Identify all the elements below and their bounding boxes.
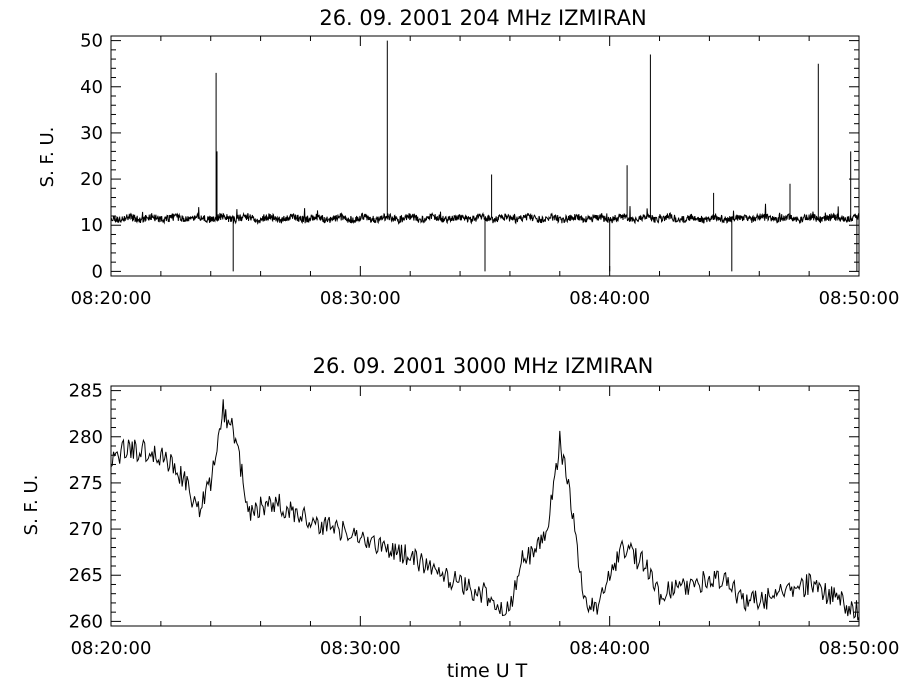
y-tick-label: 275	[69, 473, 103, 494]
x-tick-label: 08:20:00	[71, 288, 152, 309]
y-tick-label: 260	[69, 611, 103, 632]
x-tick-label: 08:30:00	[320, 288, 401, 309]
y-tick-label: 285	[69, 381, 103, 402]
chart-title: 26. 09. 2001 3000 MHz IZMIRAN	[313, 354, 654, 378]
chart-3000mhz: 26. 09. 2001 3000 MHz IZMIRAN S. F. U. t…	[21, 354, 899, 682]
x-tick-label: 08:20:00	[71, 638, 152, 659]
y-tick-label: 50	[80, 31, 103, 52]
x-axis-label: time U T	[447, 660, 528, 682]
y-tick-label: 20	[80, 169, 103, 190]
x-tick-label: 08:50:00	[819, 288, 900, 309]
y-tick-label: 40	[80, 77, 103, 98]
chart-204mhz: 26. 09. 2001 204 MHz IZMIRAN S. F. U. 0 1…	[37, 6, 899, 309]
y-tick-label: 10	[80, 215, 103, 236]
y-tick-label: 265	[69, 565, 103, 586]
series-line	[110, 40, 860, 272]
y-tick-label: 30	[80, 123, 103, 144]
x-tick-label: 08:30:00	[320, 638, 401, 659]
y-axis-label: S. F. U.	[37, 127, 58, 188]
chart-title: 26. 09. 2001 204 MHz IZMIRAN	[319, 6, 646, 30]
y-tick-label: 280	[69, 427, 103, 448]
plot-frame	[110, 35, 860, 277]
y-tick-label: 0	[92, 261, 103, 282]
y-tick-label: 270	[69, 519, 103, 540]
x-tick-label: 08:50:00	[819, 638, 900, 659]
plot-frame	[110, 385, 860, 627]
series-line	[110, 399, 860, 621]
y-axis-label: S. F. U.	[21, 475, 42, 536]
x-tick-label: 08:40:00	[569, 288, 650, 309]
x-tick-label: 08:40:00	[569, 638, 650, 659]
